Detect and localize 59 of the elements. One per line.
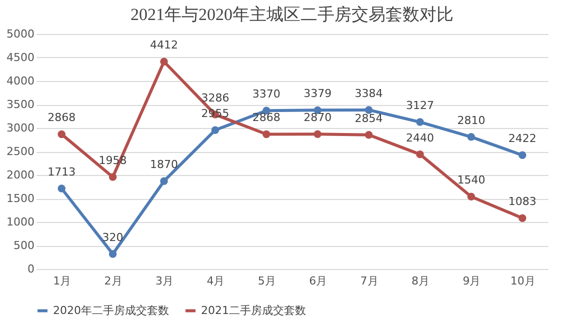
y-tick-label: 3500 xyxy=(6,98,34,111)
point xyxy=(58,184,66,192)
y-tick-label: 0 xyxy=(28,262,34,276)
x-tick-label: 7月 xyxy=(360,274,378,288)
y-tick-label: 500 xyxy=(14,239,34,252)
y-tick-label: 3000 xyxy=(6,122,34,134)
point xyxy=(160,58,168,66)
y-tick-label: 2000 xyxy=(6,168,34,182)
point xyxy=(108,173,117,181)
x-tick-label: 1月 xyxy=(53,274,72,288)
data-label: 3127 xyxy=(406,99,434,112)
point xyxy=(467,192,476,200)
point xyxy=(108,250,117,258)
data-label: 4412 xyxy=(150,38,178,52)
point xyxy=(160,177,168,185)
point xyxy=(58,130,66,138)
point xyxy=(262,130,270,138)
x-tick-label: 8月 xyxy=(412,274,430,288)
point xyxy=(416,118,424,126)
x-tick-label: 6月 xyxy=(309,274,328,288)
data-label: 320 xyxy=(102,230,124,244)
x-tick-label: 2月 xyxy=(104,274,122,288)
x-tick-label: 3月 xyxy=(156,274,174,288)
x-tick-label: 9月 xyxy=(462,274,481,288)
data-label: 2868 xyxy=(48,111,76,124)
data-label: 2868 xyxy=(252,111,280,124)
y-tick-label: 2500 xyxy=(6,145,34,158)
data-label: 1870 xyxy=(150,158,178,172)
point xyxy=(211,126,220,134)
y-tick-label: 1000 xyxy=(6,216,34,228)
data-label: 3384 xyxy=(354,86,383,100)
x-tick-label: 10月 xyxy=(510,274,536,288)
data-label: 1540 xyxy=(457,174,486,187)
point xyxy=(364,106,373,114)
y-tick-label: 1500 xyxy=(6,192,34,205)
point xyxy=(314,130,322,138)
point xyxy=(364,130,373,139)
y-tick-label: 4000 xyxy=(6,74,34,88)
x-tick-label: 4月 xyxy=(206,274,225,288)
data-label: 2810 xyxy=(457,114,486,127)
data-label: 2422 xyxy=(508,132,536,146)
chart-title: 2021年与2020年主城区二手房交易套数对比 xyxy=(130,5,454,24)
data-label: 1713 xyxy=(48,165,76,178)
legend-label: 2021二手房成交套数 xyxy=(201,304,306,317)
point xyxy=(467,133,476,141)
x-tick-label: 5月 xyxy=(258,274,276,288)
data-label: 3370 xyxy=(252,88,280,101)
point xyxy=(416,150,424,158)
data-label: 1083 xyxy=(508,195,536,208)
data-label: 3379 xyxy=(304,87,332,100)
data-label: 2870 xyxy=(304,111,332,124)
point xyxy=(518,214,526,222)
legend-label: 2020年二手房成交套数 xyxy=(53,304,169,317)
point xyxy=(518,151,526,160)
y-tick-label: 5000 xyxy=(6,28,34,40)
data-label: 2854 xyxy=(354,112,383,125)
data-label: 3286 xyxy=(201,92,230,105)
y-tick-label: 4500 xyxy=(6,51,34,64)
data-label: 2440 xyxy=(406,131,434,144)
